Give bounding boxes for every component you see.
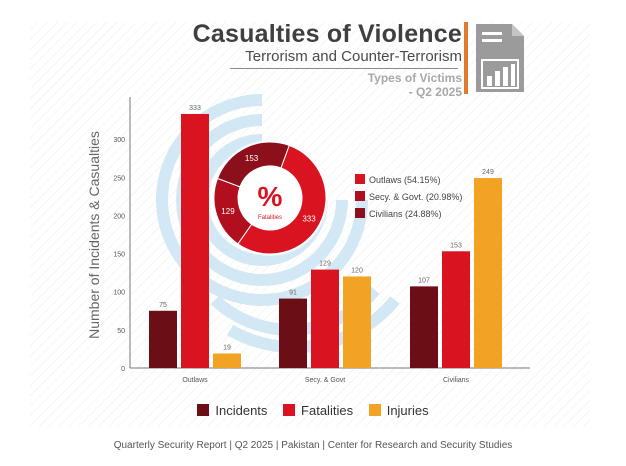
- bar-fatalities: [181, 113, 209, 369]
- bar-incidents: [149, 310, 177, 368]
- percent-icon: %: [258, 181, 283, 212]
- accent-bar: [464, 22, 468, 94]
- y-tick-label: 200: [113, 213, 125, 220]
- chart-legend: Incidents Fatalities Injuries: [0, 403, 626, 418]
- x-tick-label: Outlaws: [182, 377, 208, 384]
- pie-slice-value: 153: [245, 154, 259, 163]
- x-tick-label: Civilians: [443, 377, 470, 384]
- y-tick-label: 150: [113, 252, 125, 259]
- pie-legend-label: Secy. & Govt. (20.98%): [369, 192, 462, 202]
- legend-label-incidents: Incidents: [215, 403, 268, 418]
- y-tick-label: 100: [113, 290, 125, 297]
- pie-legend-label: Outlaws (54.15%): [369, 175, 441, 185]
- bar-injuries: [474, 178, 502, 368]
- bar-injuries: [343, 276, 371, 368]
- bar-value-label: 333: [189, 105, 201, 112]
- legend-incidents: Incidents: [197, 403, 267, 418]
- pie-slice-value: 333: [302, 214, 316, 223]
- legend-swatch-fatalities: [283, 404, 296, 416]
- bar-value-label: 107: [418, 277, 430, 284]
- report-document-icon: [476, 24, 524, 92]
- bar-value-label: 91: [289, 290, 297, 297]
- pie-center-label: Fatalities: [258, 215, 282, 221]
- bar-value-label: 153: [450, 242, 462, 249]
- pie-slice: [237, 144, 327, 255]
- bar-fatalities: [311, 269, 339, 368]
- bar-incidents: [410, 286, 438, 368]
- legend-label-injuries: Injuries: [386, 403, 429, 418]
- bar-value-label: 120: [351, 267, 363, 274]
- pie-legend-swatch: [355, 208, 365, 218]
- bar-value-label: 19: [223, 345, 231, 352]
- bar-incidents: [279, 298, 307, 368]
- x-tick-label: Secy. & Govt: [305, 377, 345, 384]
- pie-legend-label: Civilians (24.88%): [369, 209, 442, 219]
- chart-subtitle: Terrorism and Counter-Terrorism: [245, 48, 462, 65]
- legend-swatch-injuries: [368, 404, 381, 416]
- legend-fatalities: Fatalities: [283, 403, 353, 418]
- legend-injuries: Injuries: [368, 403, 429, 418]
- y-tick-label: 0: [121, 366, 125, 373]
- pie-slice: [216, 141, 290, 188]
- bar-injuries: [213, 353, 241, 368]
- victims-subtitle-line1: Types of Victims: [367, 71, 462, 85]
- pie-center: [239, 167, 301, 229]
- chart-title: Casualties of Violence: [192, 20, 462, 48]
- report-footer: Quarterly Security Report | Q2 2025 | Pa…: [113, 440, 513, 451]
- pie-legend-swatch: [355, 174, 365, 184]
- y-axis-label: Number of Incidents & Casualties: [86, 131, 102, 339]
- bar-value-label: 75: [159, 302, 167, 309]
- y-tick-label: 300: [113, 137, 125, 144]
- y-tick-label: 250: [113, 175, 125, 182]
- y-tick-label: 50: [117, 328, 125, 335]
- title-divider: [230, 68, 458, 69]
- bar-fatalities: [442, 251, 470, 368]
- bar-value-label: 129: [319, 261, 331, 268]
- pie-slice-value: 129: [221, 207, 235, 216]
- legend-swatch-incidents: [197, 404, 210, 416]
- pie-legend-swatch: [355, 191, 365, 201]
- legend-label-fatalities: Fatalities: [301, 403, 354, 418]
- victims-subtitle-line2: - Q2 2025: [408, 85, 462, 99]
- victims-subtitle: Types of Victims - Q2 2025: [368, 71, 462, 99]
- bar-value-label: 249: [482, 169, 494, 176]
